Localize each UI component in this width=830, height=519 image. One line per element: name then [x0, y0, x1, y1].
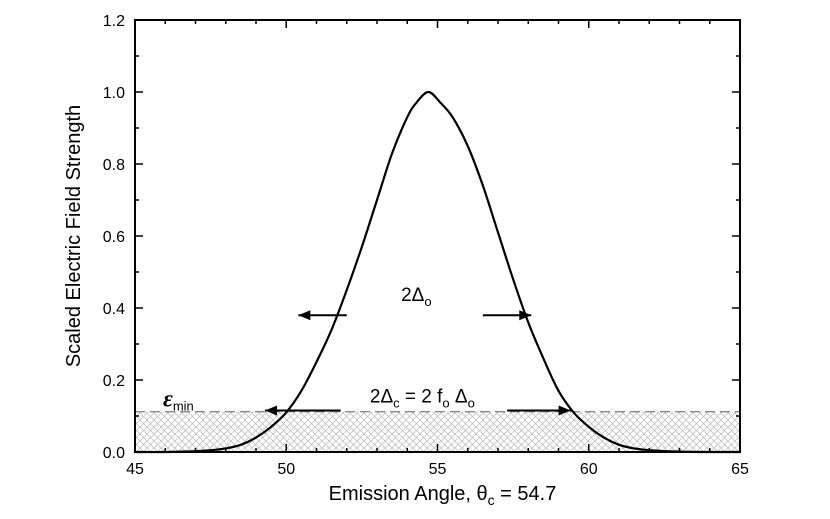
y-tick-label: 0.4: [103, 301, 125, 318]
x-tick-label: 65: [731, 461, 749, 478]
plot-frame: [134, 19, 741, 453]
arrow-left-2delta-c: [265, 405, 341, 416]
label-2delta-c-equation: 2Δc = 2 fo Δo: [370, 387, 475, 411]
x-tick-label: 50: [277, 461, 295, 478]
arrow-left-2delta-o: [298, 310, 347, 321]
y-tick-label: 0.0: [103, 445, 125, 462]
y-tick-label: 1.2: [103, 13, 125, 30]
epsilon-min-label: εmin: [163, 387, 194, 414]
y-axis-label: Scaled Electric Field Strength: [63, 105, 85, 367]
axis-tick-labels: 45 50 55 60 65 0.0 0.2 0.4 0.6 0.8 1.0 1.2: [103, 13, 749, 478]
y-tick-label: 0.8: [103, 157, 125, 174]
arrow-right-2delta-c: [507, 405, 571, 416]
x-axis-label: Emission Angle, θc = 54.7: [329, 483, 557, 508]
series-line: [134, 90, 741, 454]
y-tick-label: 0.6: [103, 229, 125, 246]
x-tick-label: 55: [429, 461, 447, 478]
annotations: 2Δo 2Δc = 2 fo Δo εmin: [163, 285, 571, 416]
label-2delta-o: 2Δo: [401, 285, 432, 309]
x-tick-label: 60: [580, 461, 598, 478]
y-tick-label: 1.0: [103, 85, 125, 102]
arrow-right-2delta-o: [482, 310, 532, 321]
y-tick-label: 0.2: [103, 373, 125, 390]
x-tick-label: 45: [126, 461, 144, 478]
